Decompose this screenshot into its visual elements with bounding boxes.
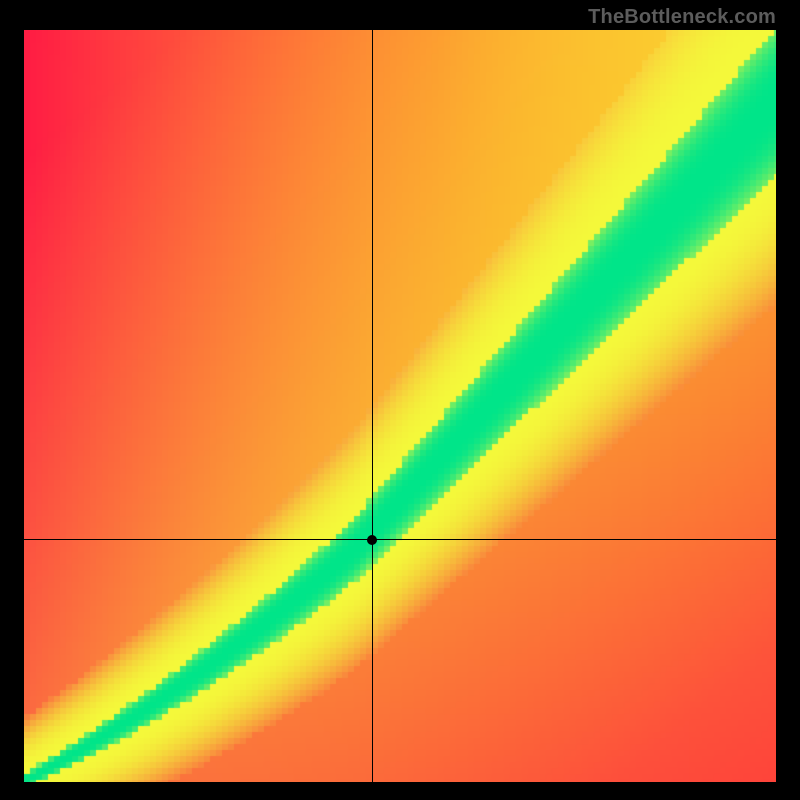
crosshair-vertical bbox=[372, 30, 373, 782]
chart-frame: TheBottleneck.com bbox=[0, 0, 800, 800]
heatmap-canvas bbox=[24, 30, 776, 782]
crosshair-marker bbox=[367, 535, 377, 545]
attribution-text: TheBottleneck.com bbox=[588, 6, 776, 29]
heatmap-plot bbox=[24, 30, 776, 782]
crosshair-horizontal bbox=[24, 539, 776, 540]
